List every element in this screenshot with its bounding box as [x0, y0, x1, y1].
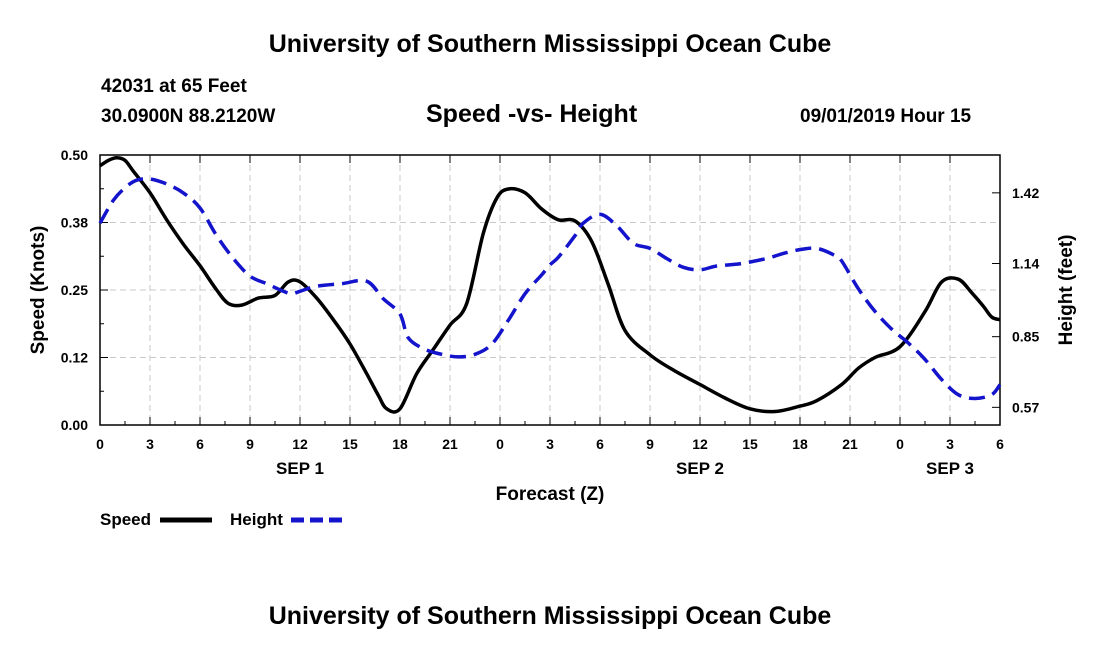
x-tick-label: 0: [96, 436, 104, 452]
y2-axis-title: Height (feet): [1056, 235, 1077, 346]
x-tick-label: 15: [742, 436, 758, 452]
legend-speed-label: Speed: [100, 510, 151, 529]
x-tick-label: 0: [496, 436, 504, 452]
x-tick-label: 12: [292, 436, 308, 452]
y-tick-label: 0.50: [61, 147, 88, 163]
grid: [100, 155, 1000, 425]
x-tick-label: 18: [392, 436, 408, 452]
date-label: SEP 1: [276, 459, 324, 478]
station-label: 42031 at 65 Feet: [101, 76, 247, 97]
x-tick-label: 9: [246, 436, 254, 452]
x-tick-label: 6: [996, 436, 1004, 452]
y-tick-label: 0.00: [61, 417, 88, 433]
y2-tick-label: 0.85: [1012, 329, 1039, 345]
coordinates-label: 30.0900N 88.2120W: [101, 106, 276, 127]
x-tick-label: 21: [842, 436, 858, 452]
date-label: SEP 3: [926, 459, 974, 478]
x-tick-label: 18: [792, 436, 808, 452]
x-tick-label: 0: [896, 436, 904, 452]
x-tick-label: 9: [646, 436, 654, 452]
footer-title: University of Southern Mississippi Ocean…: [268, 602, 832, 630]
x-tick-label: 21: [442, 436, 458, 452]
x-axis-title: Forecast (Z): [496, 484, 605, 505]
datetime-label: 09/01/2019 Hour 15: [800, 106, 972, 127]
legend: Speed Height: [100, 510, 343, 529]
y2-tick-label: 1.42: [1012, 185, 1039, 201]
x-tick-label: 3: [946, 436, 954, 452]
x-tick-label: 6: [596, 436, 604, 452]
ticks: 0 3 6 9 12 15 18 21 0 3 6 9 12 15 18 21 0 3 6 SEP 1 SEP 2 SEP…: [61, 147, 1040, 478]
x-tick-label: 3: [546, 436, 554, 452]
x-tick-label: 6: [196, 436, 204, 452]
legend-height-label: Height: [230, 510, 283, 529]
x-tick-label: 15: [342, 436, 358, 452]
page-title: University of Southern Mississippi Ocean…: [268, 30, 832, 58]
date-label: SEP 2: [676, 459, 724, 478]
series-speed-line: [99, 155, 1001, 414]
y-axis-title: Speed (Knots): [28, 226, 49, 355]
plot-title: Speed -vs- Height: [426, 100, 638, 128]
y-tick-label: 0.38: [61, 215, 88, 231]
y-tick-label: 0.12: [61, 350, 88, 366]
x-tick-label: 3: [146, 436, 154, 452]
series: [98, 155, 1002, 414]
y2-tick-label: 1.14: [1012, 256, 1039, 272]
series-height-line: [98, 176, 1002, 401]
x-tick-label: 12: [692, 436, 708, 452]
y2-tick-label: 0.57: [1012, 399, 1039, 415]
y-tick-label: 0.25: [61, 282, 88, 298]
